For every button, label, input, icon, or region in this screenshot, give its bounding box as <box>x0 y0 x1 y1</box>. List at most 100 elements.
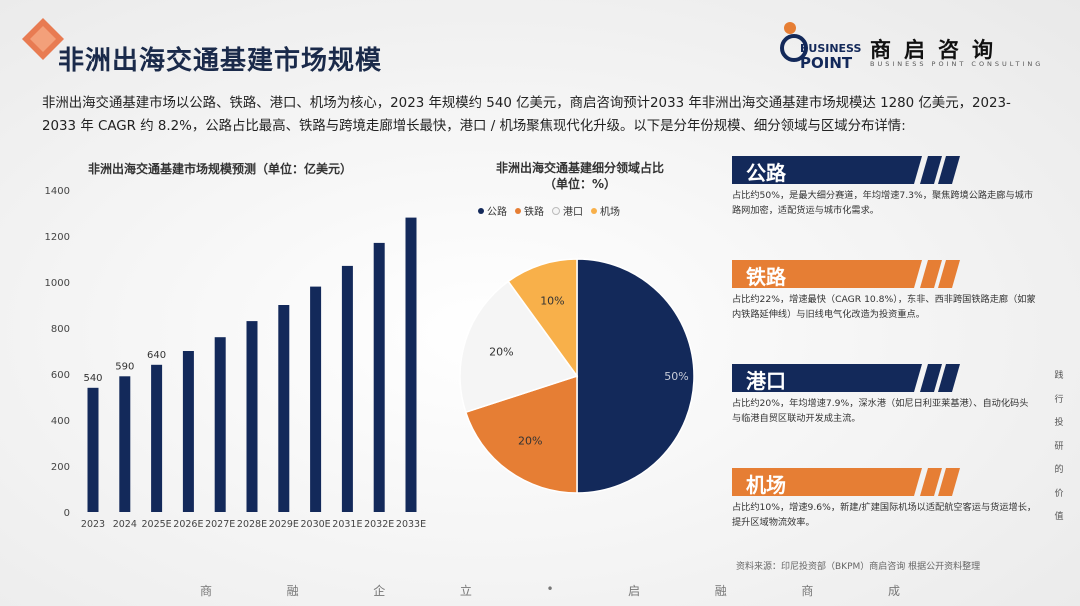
x-tick-label: 2030E <box>301 519 331 530</box>
segment-description: 占比约50%，是最大细分赛道，年均增速7.3%，聚焦跨境公路走廊与城市路网加密，… <box>732 190 1034 216</box>
legend-swatch <box>478 207 484 214</box>
bar-data-label: 640 <box>147 350 166 361</box>
footer-char: 商 <box>200 584 213 598</box>
logo-word-point: POINT <box>800 54 853 72</box>
vertical-slogan-char: 价 <box>1054 488 1064 499</box>
footer-char: • <box>546 582 554 596</box>
y-tick-label: 1000 <box>45 278 70 289</box>
footer-char: 企 <box>373 584 386 598</box>
segment-card-rail: 铁路 占比约22%，增速最快（CAGR 10.8%），东非、西非跨国铁路走廊（如… <box>732 260 1052 322</box>
bar <box>182 351 194 512</box>
bar-chart: 0 200 400 600 800 1000 1200 1400 2023 540 2024 590 2… <box>45 186 427 530</box>
legend-item: 港口 <box>552 203 583 218</box>
bar <box>119 376 131 512</box>
pie-slice <box>464 374 578 494</box>
company-logo: BUSINESS POINT 商启咨询 BUSINESS POINT CONSU… <box>780 18 1070 72</box>
legend-label: 机场 <box>600 207 620 218</box>
business-point-logo-icon: BUSINESS POINT <box>780 22 861 72</box>
pie-value-label: 10% <box>540 294 564 307</box>
y-tick-label: 600 <box>51 370 70 381</box>
segment-description: 占比约20%，年均增速7.9%，深水港（如尼日利亚莱基港）、自动化码头与临港自贸… <box>732 398 1029 424</box>
pie-value-label: 20% <box>489 345 513 358</box>
vertical-slogan: 践行投研的价值 <box>1052 365 1066 530</box>
bar <box>405 217 417 512</box>
y-tick-label: 1400 <box>45 186 70 197</box>
legend-item: 铁路 <box>515 203 544 218</box>
pie-slice <box>459 280 579 414</box>
legend-swatch <box>552 206 560 215</box>
pie-value-label: 20% <box>518 434 542 447</box>
segment-name: 机场 <box>746 473 786 497</box>
segment-card-port: 港口 占比约20%，年均增速7.9%，深水港（如尼日利亚莱基港）、自动化码头与临… <box>732 364 1052 426</box>
bar <box>278 305 290 512</box>
legend-item: 公路 <box>478 203 507 218</box>
x-tick-label: 2025E <box>142 519 172 530</box>
pie-slice <box>507 258 578 379</box>
pie-legend: 公路 铁路 港口 机场 <box>478 203 620 218</box>
x-tick-label: 2032E <box>364 519 394 530</box>
legend-label: 铁路 <box>524 207 544 218</box>
segment-card-road: 公路 占比约50%，是最大细分赛道，年均增速7.3%，聚焦跨境公路走廊与城市路网… <box>732 156 1052 218</box>
x-tick-label: 2028E <box>237 519 267 530</box>
footer-char: 启 <box>628 584 641 598</box>
pie-chart: 50% 20% 20% 10% <box>459 258 695 494</box>
pie-chart-title-line1: 非洲出海交通基建细分领域占比 <box>495 161 664 175</box>
pie-value-label: 50% <box>664 370 688 383</box>
segment-card-airport: 机场 占比约10%，增速9.6%，新建/扩建国际机场以适配航空客运与货运增长，提… <box>732 468 1052 530</box>
page-title: 非洲出海交通基建市场规模 <box>58 46 383 76</box>
x-tick-label: 2029E <box>269 519 299 530</box>
pie-chart-title: 非洲出海交通基建细分领域占比 （单位：%） <box>470 160 690 192</box>
y-tick-label: 400 <box>51 416 70 427</box>
segment-name: 港口 <box>746 369 786 393</box>
y-tick-label: 800 <box>51 324 70 335</box>
title-decoration-icon <box>22 18 64 60</box>
x-tick-label: 2026E <box>173 519 203 530</box>
pie-chart-title-line2: （单位：%） <box>543 177 617 191</box>
bar <box>373 242 385 512</box>
legend-label: 港口 <box>563 207 583 218</box>
segment-name: 铁路 <box>746 265 786 289</box>
vertical-slogan-char: 行 <box>1054 394 1064 405</box>
vertical-slogan-char: 的 <box>1054 465 1064 475</box>
x-tick-label: 2031E <box>332 519 362 530</box>
x-tick-label: 2027E <box>205 519 235 530</box>
bar-data-label: 590 <box>115 361 134 372</box>
x-tick-label: 2033E <box>396 519 426 530</box>
segment-description: 占比约10%，增速9.6%，新建/扩建国际机场以适配航空客运与货运增长，提升区域… <box>732 502 1037 528</box>
segment-header: 铁路 <box>732 260 1052 289</box>
footer-char: 成 <box>887 584 900 598</box>
footer-char: 融 <box>286 584 299 598</box>
footer-char: 立 <box>459 584 472 598</box>
legend-swatch <box>591 207 597 214</box>
bar <box>214 337 226 512</box>
y-tick-label: 1200 <box>45 232 70 243</box>
y-tick-label: 0 <box>64 508 70 519</box>
vertical-slogan-char: 践 <box>1054 371 1064 381</box>
vertical-slogan-char: 研 <box>1054 441 1064 452</box>
logo-word-business: BUSINESS <box>800 42 861 55</box>
bar <box>151 364 163 512</box>
vertical-slogan-char: 投 <box>1054 418 1064 428</box>
logo-english-name: BUSINESS POINT CONSULTING <box>870 60 1044 68</box>
x-tick-label: 2023 <box>81 519 105 530</box>
bar <box>246 321 258 512</box>
bar <box>310 286 322 512</box>
footer-char: 融 <box>714 584 727 598</box>
logo-chinese-name: 商启咨询 <box>870 38 1006 62</box>
bar-chart-title: 非洲出海交通基建市场规模预测（单位：亿美元） <box>87 162 352 176</box>
bar <box>87 387 99 512</box>
segment-header: 港口 <box>732 364 1052 393</box>
legend-label: 公路 <box>487 207 507 218</box>
pie-slice <box>576 258 695 494</box>
legend-item: 机场 <box>591 203 620 218</box>
footer-char: 商 <box>801 584 814 598</box>
source-note: 资料来源：印尼投资部（BKPM）商启咨询 根据公开资料整理 <box>736 562 981 572</box>
segment-description: 占比约22%，增速最快（CAGR 10.8%），东非、西非跨国铁路走廊（如蒙内铁… <box>732 294 1036 320</box>
y-tick-label: 200 <box>51 462 70 473</box>
segment-header: 机场 <box>732 468 1052 497</box>
intro-paragraph: 非洲出海交通基建市场以公路、铁路、港口、机场为核心，2023 年规模约 540 … <box>42 96 1011 134</box>
segment-header: 公路 <box>732 156 1052 185</box>
vertical-slogan-char: 值 <box>1054 512 1064 522</box>
segment-name: 公路 <box>746 161 786 185</box>
